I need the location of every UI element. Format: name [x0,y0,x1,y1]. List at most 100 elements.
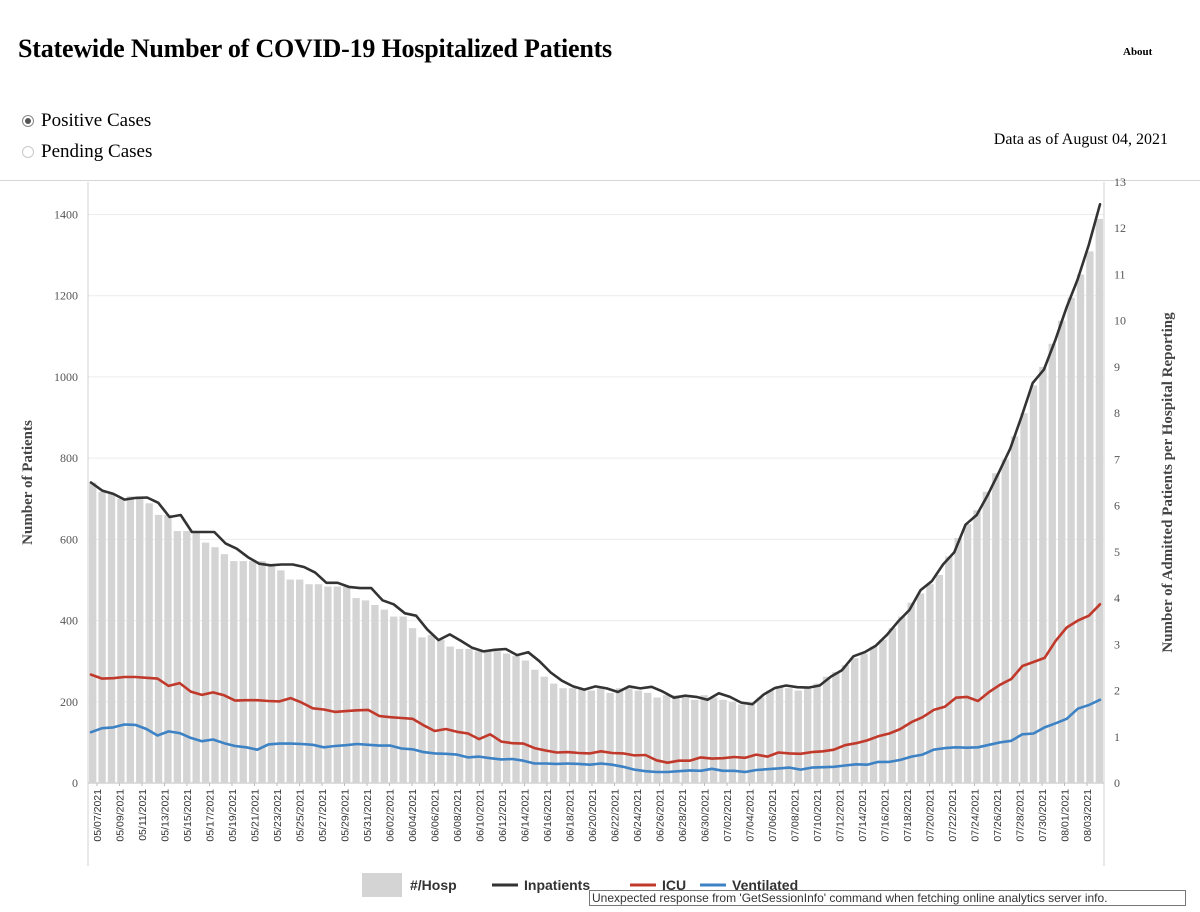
radio-positive-cases-label: Positive Cases [41,110,152,131]
bar-hosp [1010,436,1019,783]
y-right-axis-title: Number of Admitted Patients per Hospital… [1160,312,1176,653]
data-as-of-date: Data as of August 04, 2021 [993,131,1168,148]
bar-hosp [295,579,304,783]
bar-hosp [493,651,501,783]
bar-hosp [747,704,755,783]
x-tick-label: 07/24/2021 [970,789,982,842]
bar-hosp [549,683,558,783]
bar-hosp [822,676,831,783]
x-tick-label: 06/28/2021 [677,789,689,842]
bar-hosp [220,554,229,783]
x-tick-label: 06/04/2021 [407,789,419,842]
bar-hosp [766,690,774,783]
line-icu [89,602,1102,765]
x-tick-label: 06/02/2021 [385,789,397,842]
y-left-tick-label: 1400 [54,207,78,221]
x-tick-label: 06/30/2021 [700,789,712,842]
bar-hosp [211,547,219,783]
bar-hosp [465,648,473,783]
about-link[interactable]: About [1123,46,1153,58]
chart-frame [0,180,1200,912]
bar-hosp [728,702,737,783]
bar-hosp [474,651,483,783]
x-tick-label: 05/07/2021 [92,789,104,842]
x-tick-label: 07/04/2021 [745,789,757,842]
y-right-tick-label: 5 [1114,545,1120,559]
bar-hosp [201,542,210,783]
legend-label-hosp: #/Hosp [410,877,457,893]
bar-hosp [672,695,680,783]
bar-hosp [982,491,991,783]
bar-hosp [502,653,511,783]
line-ventilated [89,698,1102,774]
y-right-tick-label: 10 [1114,314,1126,328]
y-left-tick-label: 0 [72,776,78,790]
bar-hosp [305,584,313,783]
x-tick-label: 06/08/2021 [452,789,464,842]
bar-hosp [625,688,633,783]
bar-hosp [719,699,727,783]
bar-hosp [860,653,868,783]
bar-hosp [324,586,332,783]
x-tick-label: 06/12/2021 [497,789,509,842]
y-right-tick-label: 8 [1114,406,1120,420]
bar-hosp [832,672,840,783]
bar-hosp [1048,343,1056,783]
bar-hosp [230,561,238,783]
bar-hosp [775,685,784,783]
bar-hosp [314,584,323,783]
status-bar-message: Unexpected response from 'GetSessionInfo… [589,890,1186,906]
x-tick-label: 05/11/2021 [137,789,149,841]
bar-hosp [615,688,624,783]
bar-hosp [1076,274,1085,783]
bar-hosp [333,586,341,783]
y-right-tick-label: 0 [1114,776,1120,790]
x-tick-label: 07/08/2021 [790,789,802,842]
bar-hosp [408,628,417,783]
bar-hosp [418,637,426,783]
y-left-tick-label: 200 [60,695,78,709]
x-tick-label: 07/06/2021 [767,789,779,842]
bar-hosp [794,690,802,783]
bar-hosp [154,514,163,783]
radio-positive-cases[interactable]: Positive Cases [22,110,151,132]
x-tick-label: 07/22/2021 [947,789,959,842]
x-tick-label: 05/19/2021 [227,789,239,842]
x-tick-label: 05/29/2021 [340,789,352,842]
bar-hosp [173,531,182,783]
y-right-tick-label: 12 [1114,221,1126,235]
bar-hosp [963,524,972,783]
x-tick-label: 06/18/2021 [565,789,577,842]
bar-hosp [851,658,859,783]
bar-hosp [540,676,548,783]
bar-hosp [803,688,812,783]
bar-hosp [89,482,97,783]
bar-hosp [756,697,765,783]
bar-hosp [681,697,690,783]
legend-label-icu: ICU [662,877,686,893]
radio-pending-cases-label: Pending Cases [41,141,153,162]
bar-hosp [1086,251,1094,783]
radio-pending-cases[interactable]: Pending Cases [22,141,152,163]
radio-unselected-icon[interactable] [22,146,34,158]
bar-hosp [691,699,699,783]
bar-hosp [164,514,172,783]
bar-hosp [107,494,116,783]
x-tick-label: 05/27/2021 [317,789,329,842]
x-tick-label: 06/16/2021 [542,789,554,842]
bar-hosp [352,598,360,783]
x-tick-label: 05/31/2021 [362,789,374,842]
bar-hosp [136,496,144,783]
bar-hosp [954,537,962,783]
y-right-tick-label: 11 [1114,267,1126,281]
x-tick-label: 07/28/2021 [1015,789,1027,842]
bar-hosp [916,593,925,783]
bar-hosp [192,531,200,783]
bar-hosp [587,690,595,783]
page-title: Statewide Number of COVID-19 Hospitalize… [18,34,612,63]
y-right-tick-label: 1 [1114,730,1120,744]
x-tick-label: 05/13/2021 [160,789,172,842]
radio-selected-icon[interactable] [22,115,34,127]
bar-hosp [634,690,643,783]
